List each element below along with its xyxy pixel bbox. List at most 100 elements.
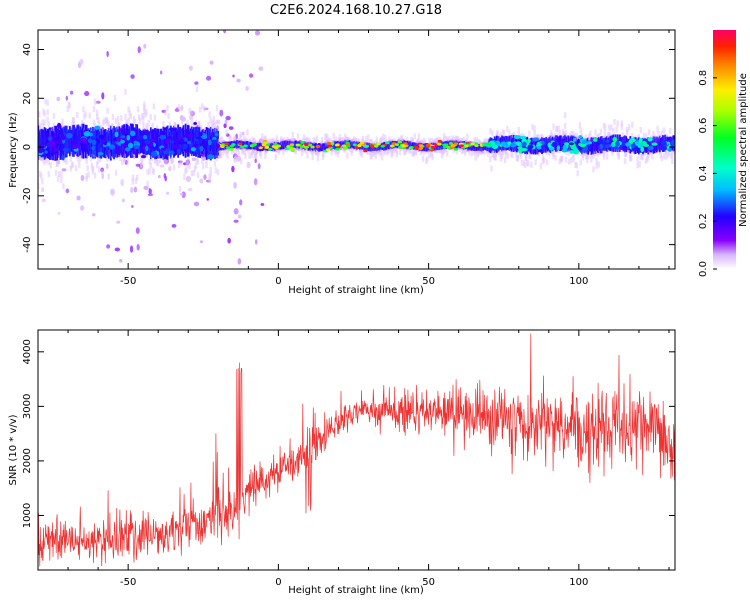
spectrogram-halo-cell [381, 137, 385, 144]
spectrogram-y-tick-label: -20 [22, 188, 33, 204]
spectrogram-outlier [236, 155, 242, 162]
spectrogram-halo-cell [568, 158, 571, 165]
spectrogram-halo-cell [208, 177, 211, 184]
spectrogram-outlier [65, 95, 69, 101]
spectrogram-halo-cell [203, 105, 206, 112]
spectrogram-halo-cell [188, 163, 191, 170]
spectrogram-peak [437, 139, 443, 143]
spectrogram-outlier [236, 78, 241, 83]
spectrogram-peak [446, 145, 451, 149]
spectrogram-halo-cell [605, 153, 609, 160]
spectrogram-halo-cell [426, 156, 429, 163]
spectrogram-peak [62, 147, 70, 152]
colorbar-ticks: 0.0 0.2 0.4 0.6 0.8 [698, 70, 717, 277]
spectrogram-peak [159, 134, 167, 140]
spectrogram-halo-cell [664, 153, 668, 160]
spectrogram-outlier [199, 240, 204, 244]
spectrogram-halo-cell [162, 121, 165, 128]
spectrogram-peak [214, 132, 219, 137]
spectrogram-halo-cell [190, 170, 193, 177]
spectrogram-outlier [194, 81, 199, 85]
spectrogram-halo-cell [55, 160, 59, 167]
spectrogram-peak [120, 139, 126, 144]
spectrogram-peak [106, 142, 111, 147]
spectrogram-band-cell [189, 128, 192, 154]
spectrogram-halo-cell [129, 113, 132, 120]
spectrogram-band-cell [485, 143, 488, 151]
spectrogram-halo-cell [146, 168, 149, 175]
spectrogram-peak [133, 140, 138, 145]
spectrogram-halo-cell [428, 152, 431, 159]
spectrogram-halo-cell [167, 112, 170, 119]
spectrogram-halo-cell [41, 178, 44, 185]
spectrogram-band-cell [203, 131, 206, 155]
spectrogram-halo-cell [68, 102, 71, 109]
spectrogram-peak [605, 139, 610, 143]
spectrogram-band-cell [545, 137, 548, 153]
spectrogram-halo-cell [182, 115, 185, 122]
spectrogram-halo-cell [564, 130, 568, 137]
spectrogram-halo-cell [489, 128, 492, 135]
spectrogram-peak [572, 137, 577, 142]
spectrogram-peak [486, 144, 492, 148]
spectrogram-halo-cell [62, 183, 65, 190]
spectrogram-peak [599, 143, 604, 149]
spectrogram-halo-cell [100, 125, 103, 132]
spectrogram-band-cell [195, 127, 197, 157]
spectrogram-halo-cell [165, 159, 168, 166]
spectrogram-peak [273, 145, 278, 149]
spectrogram-halo-cell [625, 128, 629, 135]
spectrogram-halo-cell [442, 133, 446, 140]
spectrogram-band-cell [139, 129, 142, 154]
spectrogram-peak [374, 144, 379, 148]
spectrogram-peak [515, 141, 522, 146]
spectrogram-halo-cell [72, 117, 76, 124]
spectrogram-halo-cell [462, 136, 466, 143]
spectrogram-halo-cell [305, 147, 308, 154]
spectrogram-halo-cell [602, 150, 606, 157]
spectrogram-peak [385, 141, 390, 145]
spectrogram-peak [238, 142, 243, 146]
spectrogram-halo-cell [334, 136, 338, 143]
spectrogram-halo-cell [91, 168, 95, 175]
spectrogram-halo-cell [233, 135, 237, 142]
spectrogram-outlier [133, 186, 138, 193]
spectrogram-band-cell [594, 137, 597, 154]
spectrogram-halo-cell [128, 122, 131, 129]
spectrogram-halo-cell [499, 131, 503, 138]
spectrogram-halo-cell [198, 106, 202, 113]
spectrogram-peak [211, 139, 216, 144]
spectrogram-band-cell [194, 127, 196, 156]
spectrogram-halo-cell [114, 169, 118, 176]
spectrogram-peak [638, 137, 643, 143]
spectrogram-x-tick-label: 50 [422, 276, 435, 287]
spectrogram-halo-cell [623, 158, 627, 165]
spectrogram-peak [640, 146, 645, 153]
spectrogram-halo-cell [387, 147, 390, 154]
spectrogram-peak [443, 143, 449, 147]
spectrogram-halo-cell [590, 156, 593, 163]
spectrogram-peak [597, 139, 603, 144]
spectrogram-peak [46, 142, 51, 148]
snr-y-tick-label: 2000 [22, 448, 33, 473]
spectrogram-x-tick-label: -50 [120, 276, 136, 287]
spectrogram-outlier [231, 165, 235, 173]
spectrogram-halo-cell [337, 147, 341, 154]
snr-y-tick-label: 3000 [22, 394, 33, 419]
spectrogram-halo-cell [214, 167, 218, 174]
spectrogram-outlier [206, 198, 210, 201]
spectrogram-peak [474, 144, 479, 148]
spectrogram-peak [207, 154, 214, 160]
spectrogram-peak [243, 144, 248, 148]
spectrogram-halo-cell [400, 134, 404, 141]
spectrogram-peak [572, 147, 578, 154]
spectrogram-halo-cell [178, 186, 182, 193]
spectrogram-halo-cell [92, 105, 96, 112]
spectrogram-band-cell [109, 125, 112, 161]
spectrogram-halo-cell [515, 150, 518, 157]
spectrogram-halo-cell [474, 154, 477, 161]
spectrogram-halo-cell [533, 130, 536, 137]
spectrogram-halo-cell [511, 152, 514, 159]
spectrogram-halo-cell [219, 151, 223, 158]
